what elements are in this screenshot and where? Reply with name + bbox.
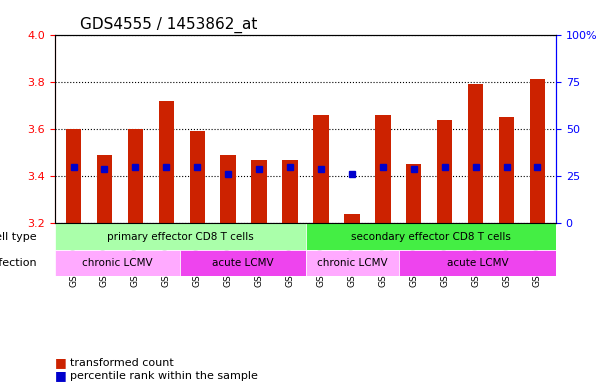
Bar [313, 115, 329, 223]
Bar [499, 117, 514, 223]
FancyBboxPatch shape [400, 250, 556, 276]
Text: ■: ■ [55, 369, 67, 382]
Bar [530, 79, 545, 223]
Bar [66, 129, 81, 223]
Text: chronic LCMV: chronic LCMV [317, 258, 388, 268]
Bar [437, 119, 452, 223]
Text: transformed count: transformed count [70, 358, 174, 368]
FancyBboxPatch shape [306, 250, 400, 276]
Bar [189, 131, 205, 223]
FancyBboxPatch shape [306, 223, 556, 250]
Bar [97, 155, 112, 223]
Text: infection: infection [0, 258, 36, 268]
Text: ■: ■ [55, 356, 67, 369]
Bar [344, 214, 360, 223]
Bar [251, 160, 267, 223]
Bar [375, 115, 390, 223]
Text: percentile rank within the sample: percentile rank within the sample [70, 371, 258, 381]
Text: acute LCMV: acute LCMV [212, 258, 274, 268]
Bar [468, 84, 483, 223]
Text: acute LCMV: acute LCMV [447, 258, 508, 268]
Bar [406, 164, 422, 223]
Text: cell type: cell type [0, 232, 36, 242]
Text: secondary effector CD8 T cells: secondary effector CD8 T cells [351, 232, 511, 242]
Bar [221, 155, 236, 223]
Bar [159, 101, 174, 223]
FancyBboxPatch shape [180, 250, 306, 276]
Text: primary effector CD8 T cells: primary effector CD8 T cells [107, 232, 254, 242]
Text: GDS4555 / 1453862_at: GDS4555 / 1453862_at [80, 17, 257, 33]
Text: chronic LCMV: chronic LCMV [82, 258, 153, 268]
FancyBboxPatch shape [55, 250, 180, 276]
Bar [128, 129, 143, 223]
FancyBboxPatch shape [55, 223, 306, 250]
Bar [282, 160, 298, 223]
